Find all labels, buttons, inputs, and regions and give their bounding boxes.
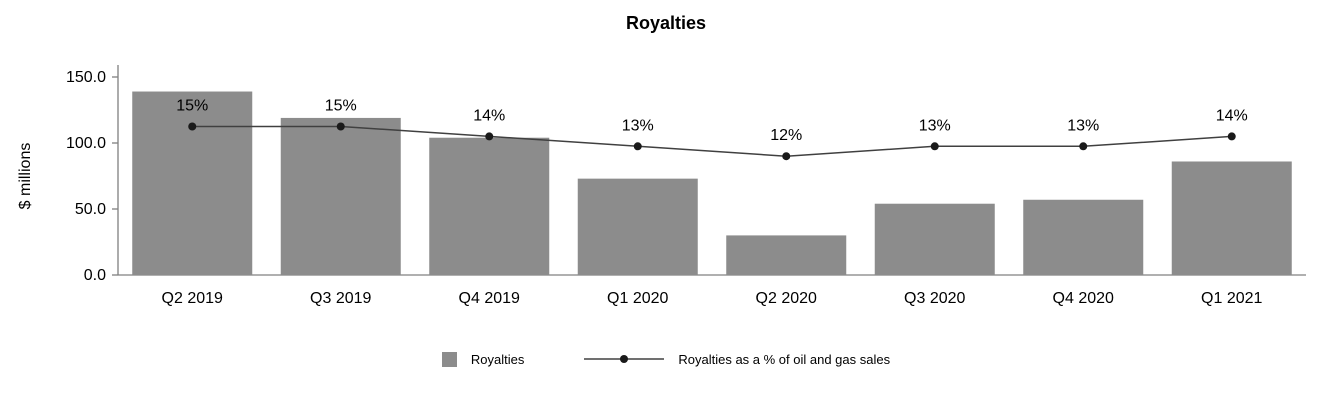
bar [1023, 199, 1144, 275]
pct-data-label: 15% [176, 98, 208, 115]
x-category-label: Q3 2019 [310, 290, 371, 307]
bar [429, 137, 550, 275]
line-marker [188, 122, 197, 131]
legend-item-royalties-pct: Royalties as a % of oil and gas sales [584, 351, 890, 367]
chart-legend: Royalties Royalties as a % of oil and ga… [0, 351, 1332, 367]
line-marker [1227, 132, 1236, 141]
legend-label-royalties: Royalties [470, 351, 525, 367]
bar [577, 178, 698, 275]
line-marker [930, 142, 939, 151]
bar [132, 91, 253, 275]
pct-data-label: 12% [770, 127, 802, 144]
x-category-label: Q2 2020 [756, 290, 817, 307]
pct-data-label: 15% [325, 98, 357, 115]
pct-data-label: 13% [622, 117, 654, 134]
x-category-label: Q2 2019 [162, 290, 223, 307]
chart-plot-area: $ millions 0.0 50.0 100.0 150.0 Q2 2019 Q3 20… [17, 65, 1306, 307]
pct-data-label: 13% [1067, 117, 1099, 134]
pct-data-label: 13% [919, 117, 951, 134]
y-tick-label: 50.0 [75, 201, 106, 218]
y-tick-label: 150.0 [66, 69, 106, 86]
line-marker [633, 142, 642, 151]
line-marker [1079, 142, 1088, 151]
y-axis-title: $ millions [17, 143, 34, 210]
line-marker [485, 132, 494, 141]
x-category-label: Q4 2019 [459, 290, 520, 307]
legend-item-royalties: Royalties [441, 351, 525, 367]
x-category-label: Q1 2020 [607, 290, 668, 307]
line-marker [336, 122, 345, 131]
line-marker [782, 152, 791, 161]
bar [1171, 161, 1292, 275]
bar-swatch-icon [441, 351, 457, 367]
bar [874, 203, 995, 275]
x-category-label: Q1 2021 [1201, 290, 1262, 307]
bar [726, 235, 847, 275]
chart-title: Royalties [625, 13, 707, 33]
y-tick-label: 100.0 [66, 135, 106, 152]
legend-label-royalties-pct: Royalties as a % of oil and gas sales [678, 351, 891, 367]
bar [280, 117, 401, 275]
x-category-label: Q3 2020 [904, 290, 965, 307]
y-tick-label: 0.0 [84, 267, 106, 284]
pct-data-label: 14% [473, 107, 505, 124]
pct-data-label: 14% [1216, 107, 1248, 124]
pct-line [192, 125, 1232, 157]
x-category-label: Q4 2020 [1053, 290, 1114, 307]
line-swatch-icon [584, 355, 665, 363]
